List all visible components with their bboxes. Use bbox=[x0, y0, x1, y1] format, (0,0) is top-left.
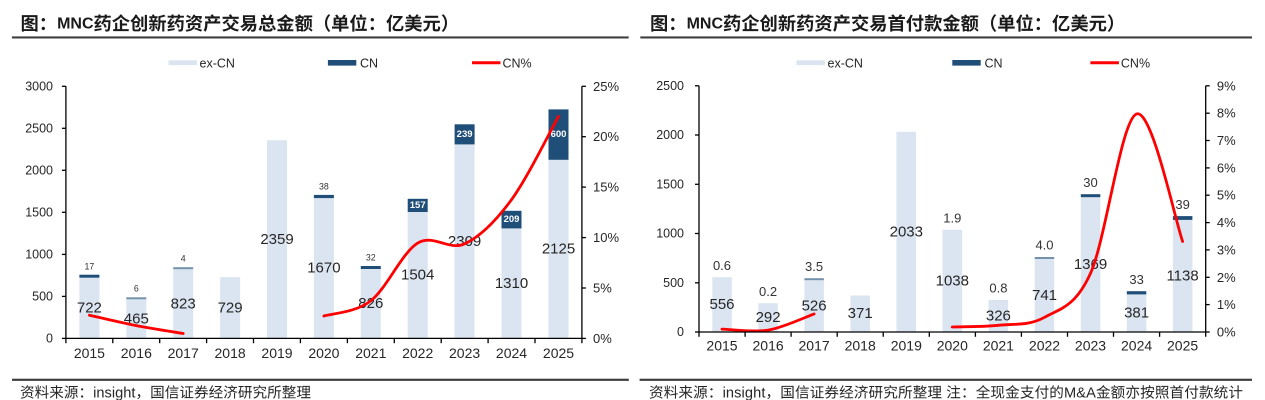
svg-text:292: 292 bbox=[756, 309, 781, 326]
svg-text:0: 0 bbox=[46, 331, 53, 345]
svg-text:2%: 2% bbox=[1217, 270, 1236, 285]
svg-text:729: 729 bbox=[218, 299, 243, 316]
svg-text:2500: 2500 bbox=[656, 79, 684, 93]
svg-text:326: 326 bbox=[986, 307, 1011, 324]
svg-text:32: 32 bbox=[366, 253, 376, 263]
svg-text:741: 741 bbox=[1032, 287, 1057, 304]
svg-text:资料来源：insight，国信证券经济研究所整理: 资料来源：insight，国信证券经济研究所整理 bbox=[20, 385, 311, 400]
svg-text:0.6: 0.6 bbox=[713, 258, 731, 273]
svg-text:7%: 7% bbox=[1217, 133, 1236, 148]
svg-text:1310: 1310 bbox=[495, 275, 528, 292]
svg-text:2023: 2023 bbox=[449, 345, 480, 361]
svg-text:0%: 0% bbox=[1217, 325, 1236, 340]
svg-text:500: 500 bbox=[663, 276, 684, 290]
svg-text:30: 30 bbox=[1083, 175, 1097, 190]
svg-text:CN: CN bbox=[985, 56, 1003, 70]
svg-text:0: 0 bbox=[677, 325, 684, 339]
svg-text:25%: 25% bbox=[593, 79, 619, 94]
svg-text:2021: 2021 bbox=[983, 338, 1014, 354]
svg-text:2359: 2359 bbox=[260, 231, 293, 248]
svg-text:2024: 2024 bbox=[1121, 338, 1152, 354]
svg-text:381: 381 bbox=[1124, 305, 1149, 322]
svg-text:600: 600 bbox=[551, 129, 567, 140]
svg-text:157: 157 bbox=[410, 200, 426, 211]
svg-text:资料来源：insight，国信证券经济研究所整理 注：全现金: 资料来源：insight，国信证券经济研究所整理 注：全现金支付的M&A金额亦按… bbox=[649, 385, 1243, 400]
svg-text:2022: 2022 bbox=[1029, 338, 1060, 354]
svg-text:1000: 1000 bbox=[25, 247, 53, 261]
svg-text:6%: 6% bbox=[1217, 160, 1236, 175]
svg-text:33: 33 bbox=[1129, 272, 1143, 287]
svg-text:1.9: 1.9 bbox=[943, 211, 961, 226]
svg-text:4: 4 bbox=[181, 254, 186, 264]
svg-text:500: 500 bbox=[32, 289, 53, 303]
svg-text:1038: 1038 bbox=[936, 272, 969, 289]
svg-text:2021: 2021 bbox=[355, 345, 386, 361]
svg-text:3%: 3% bbox=[1217, 242, 1236, 257]
svg-text:826: 826 bbox=[358, 295, 383, 312]
svg-text:2019: 2019 bbox=[891, 338, 922, 354]
svg-text:6: 6 bbox=[134, 284, 139, 294]
svg-text:1500: 1500 bbox=[656, 177, 684, 191]
svg-text:CN%: CN% bbox=[1121, 56, 1150, 70]
svg-text:2025: 2025 bbox=[1167, 338, 1198, 354]
svg-text:1504: 1504 bbox=[401, 267, 434, 284]
svg-text:20%: 20% bbox=[593, 129, 619, 144]
svg-text:1000: 1000 bbox=[656, 227, 684, 241]
svg-text:239: 239 bbox=[457, 129, 473, 140]
svg-text:9%: 9% bbox=[1217, 78, 1236, 93]
svg-text:4.0: 4.0 bbox=[1035, 238, 1053, 253]
svg-text:2500: 2500 bbox=[25, 121, 53, 135]
svg-text:2016: 2016 bbox=[753, 338, 784, 354]
svg-text:526: 526 bbox=[802, 298, 827, 315]
svg-text:0%: 0% bbox=[593, 331, 612, 346]
svg-text:2000: 2000 bbox=[656, 128, 684, 142]
svg-text:1%: 1% bbox=[1217, 297, 1236, 312]
svg-text:2022: 2022 bbox=[402, 345, 433, 361]
svg-text:0.8: 0.8 bbox=[989, 281, 1007, 296]
svg-text:2015: 2015 bbox=[706, 338, 737, 354]
svg-text:722: 722 bbox=[77, 300, 102, 317]
svg-text:5%: 5% bbox=[1217, 188, 1236, 203]
svg-text:371: 371 bbox=[848, 305, 873, 322]
svg-text:1138: 1138 bbox=[1166, 268, 1198, 285]
svg-text:2000: 2000 bbox=[25, 163, 53, 177]
svg-text:3000: 3000 bbox=[25, 79, 53, 93]
svg-text:4%: 4% bbox=[1217, 215, 1236, 230]
svg-text:8%: 8% bbox=[1217, 106, 1236, 121]
svg-text:10%: 10% bbox=[593, 230, 619, 245]
svg-text:39: 39 bbox=[1175, 197, 1189, 212]
svg-text:2033: 2033 bbox=[890, 223, 923, 240]
svg-text:ex-CN: ex-CN bbox=[828, 56, 863, 70]
svg-text:CN: CN bbox=[360, 56, 378, 70]
svg-text:1670: 1670 bbox=[307, 260, 340, 277]
svg-text:2018: 2018 bbox=[845, 338, 876, 354]
svg-text:209: 209 bbox=[504, 214, 520, 225]
svg-text:2025: 2025 bbox=[543, 345, 574, 361]
svg-text:823: 823 bbox=[171, 295, 196, 312]
svg-text:5%: 5% bbox=[593, 281, 612, 296]
svg-text:2020: 2020 bbox=[308, 345, 339, 361]
svg-text:2024: 2024 bbox=[496, 345, 527, 361]
svg-text:图：MNC药企创新药资产交易总金额（单位：亿美元）: 图：MNC药企创新药资产交易总金额（单位：亿美元） bbox=[21, 13, 460, 34]
svg-text:2017: 2017 bbox=[799, 338, 830, 354]
svg-text:2018: 2018 bbox=[215, 345, 246, 361]
svg-text:3.5: 3.5 bbox=[805, 259, 823, 274]
svg-text:2016: 2016 bbox=[121, 345, 152, 361]
svg-text:2020: 2020 bbox=[937, 338, 968, 354]
svg-text:0.2: 0.2 bbox=[759, 284, 777, 299]
svg-text:CN%: CN% bbox=[503, 56, 532, 70]
svg-text:2023: 2023 bbox=[1075, 338, 1106, 354]
svg-text:1369: 1369 bbox=[1074, 256, 1107, 273]
svg-text:17: 17 bbox=[85, 262, 95, 272]
svg-text:ex-CN: ex-CN bbox=[200, 56, 235, 70]
svg-text:38: 38 bbox=[319, 181, 329, 191]
svg-text:15%: 15% bbox=[593, 180, 619, 195]
svg-text:图：MNC药企创新药资产交易首付款金额（单位：亿美元）: 图：MNC药企创新药资产交易首付款金额（单位：亿美元） bbox=[650, 13, 1125, 34]
svg-text:1500: 1500 bbox=[25, 205, 53, 219]
svg-text:2019: 2019 bbox=[261, 345, 292, 361]
svg-text:2015: 2015 bbox=[74, 345, 105, 361]
svg-text:2017: 2017 bbox=[168, 345, 199, 361]
svg-text:556: 556 bbox=[709, 296, 734, 313]
svg-text:2125: 2125 bbox=[542, 241, 575, 258]
